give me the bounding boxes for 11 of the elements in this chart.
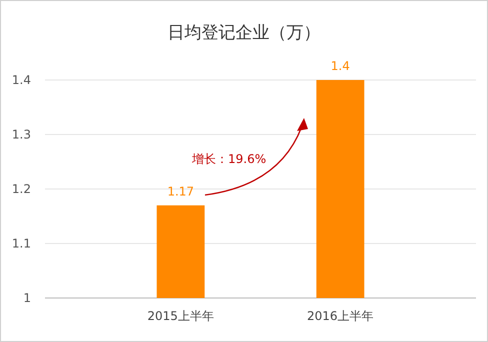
y-tick-label: 1 <box>23 291 31 305</box>
annotation: 增长：19.6% <box>191 152 266 166</box>
data-label: 1.17 <box>167 184 194 198</box>
x-tick-label: 2015上半年 <box>147 309 214 323</box>
y-tick-label: 1.3 <box>12 128 31 142</box>
y-tick-label: 1.4 <box>12 73 31 87</box>
y-tick-label: 1.1 <box>12 236 31 250</box>
chart-title: 日均登记企业（万） <box>168 23 320 43</box>
y-tick-label: 1.2 <box>12 182 31 196</box>
data-label: 1.4 <box>330 59 350 73</box>
x-tick-label: 2016上半年 <box>307 309 374 323</box>
